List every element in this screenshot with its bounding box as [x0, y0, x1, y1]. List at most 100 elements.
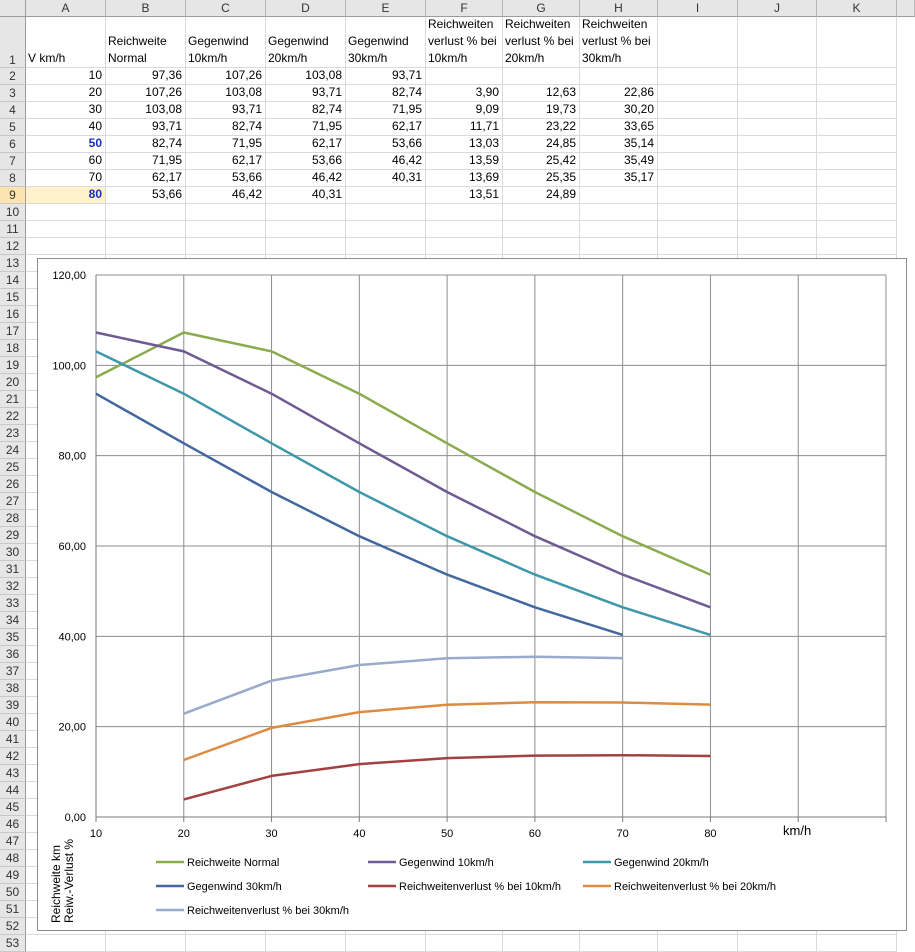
cell-d4[interactable]: 82,74 — [266, 102, 346, 119]
cell-f3[interactable]: 3,90 — [426, 85, 503, 102]
cell-a10[interactable] — [26, 204, 106, 221]
cell-i1[interactable] — [658, 17, 738, 68]
row-header-30[interactable]: 30 — [0, 544, 26, 561]
cell-i6[interactable] — [658, 136, 738, 153]
row-header-41[interactable]: 41 — [0, 731, 26, 748]
cell-d7[interactable]: 53,66 — [266, 153, 346, 170]
cell-d53[interactable] — [266, 935, 346, 952]
cell-b53[interactable] — [106, 935, 186, 952]
cell-k9[interactable] — [817, 187, 897, 204]
cell-h9[interactable] — [580, 187, 658, 204]
column-header-i[interactable]: I — [658, 0, 738, 17]
cell-d6[interactable]: 62,17 — [266, 136, 346, 153]
cell-c9[interactable]: 46,42 — [186, 187, 266, 204]
cell-h10[interactable] — [580, 204, 658, 221]
row-header-15[interactable]: 15 — [0, 289, 26, 306]
cell-b5[interactable]: 93,71 — [106, 119, 186, 136]
cell-d2[interactable]: 103,08 — [266, 68, 346, 85]
cell-c7[interactable]: 62,17 — [186, 153, 266, 170]
cell-b1[interactable]: Reichweite Normal — [106, 17, 186, 68]
cell-c3[interactable]: 103,08 — [186, 85, 266, 102]
cell-c11[interactable] — [186, 221, 266, 238]
row-header-24[interactable]: 24 — [0, 442, 26, 459]
cell-f12[interactable] — [426, 238, 503, 255]
cell-e53[interactable] — [346, 935, 426, 952]
row-header-51[interactable]: 51 — [0, 901, 26, 918]
cell-e2[interactable]: 93,71 — [346, 68, 426, 85]
cell-k5[interactable] — [817, 119, 897, 136]
cell-k4[interactable] — [817, 102, 897, 119]
cell-i10[interactable] — [658, 204, 738, 221]
cell-g7[interactable]: 25,42 — [503, 153, 580, 170]
cell-g12[interactable] — [503, 238, 580, 255]
row-header-27[interactable]: 27 — [0, 493, 26, 510]
cell-f2[interactable] — [426, 68, 503, 85]
cell-i5[interactable] — [658, 119, 738, 136]
row-header-7[interactable]: 7 — [0, 153, 26, 170]
cell-g8[interactable]: 25,35 — [503, 170, 580, 187]
cell-c53[interactable] — [186, 935, 266, 952]
row-header-3[interactable]: 3 — [0, 85, 26, 102]
row-header-45[interactable]: 45 — [0, 799, 26, 816]
row-header-44[interactable]: 44 — [0, 782, 26, 799]
cell-g11[interactable] — [503, 221, 580, 238]
column-header-f[interactable]: F — [426, 0, 503, 17]
cell-i8[interactable] — [658, 170, 738, 187]
cell-e11[interactable] — [346, 221, 426, 238]
cell-a6[interactable]: 50 — [26, 136, 106, 153]
cell-e9[interactable] — [346, 187, 426, 204]
cell-c8[interactable]: 53,66 — [186, 170, 266, 187]
cell-a11[interactable] — [26, 221, 106, 238]
cell-a53[interactable] — [26, 935, 106, 952]
cell-a3[interactable]: 20 — [26, 85, 106, 102]
cell-c6[interactable]: 71,95 — [186, 136, 266, 153]
cell-d5[interactable]: 71,95 — [266, 119, 346, 136]
select-all-corner[interactable] — [0, 0, 26, 17]
cell-a7[interactable]: 60 — [26, 153, 106, 170]
cell-a2[interactable]: 10 — [26, 68, 106, 85]
cell-j4[interactable] — [738, 102, 817, 119]
cell-b4[interactable]: 103,08 — [106, 102, 186, 119]
cell-e3[interactable]: 82,74 — [346, 85, 426, 102]
row-header-4[interactable]: 4 — [0, 102, 26, 119]
cell-e4[interactable]: 71,95 — [346, 102, 426, 119]
cell-a9[interactable]: 80 — [26, 187, 106, 204]
cell-c10[interactable] — [186, 204, 266, 221]
cell-b3[interactable]: 107,26 — [106, 85, 186, 102]
cell-g5[interactable]: 23,22 — [503, 119, 580, 136]
column-header-a[interactable]: A — [26, 0, 106, 17]
line-chart[interactable]: 0,00 20,00 40,00 60,00 80,00 100,00 120,00 10 20… — [37, 258, 907, 931]
cell-j5[interactable] — [738, 119, 817, 136]
column-header-j[interactable]: J — [738, 0, 817, 17]
cell-h3[interactable]: 22,86 — [580, 85, 658, 102]
cell-k6[interactable] — [817, 136, 897, 153]
cell-h2[interactable] — [580, 68, 658, 85]
cell-h8[interactable]: 35,17 — [580, 170, 658, 187]
cell-c4[interactable]: 93,71 — [186, 102, 266, 119]
cell-i3[interactable] — [658, 85, 738, 102]
row-header-5[interactable]: 5 — [0, 119, 26, 136]
row-header-21[interactable]: 21 — [0, 391, 26, 408]
cell-j53[interactable] — [738, 935, 817, 952]
cell-j11[interactable] — [738, 221, 817, 238]
cell-h4[interactable]: 30,20 — [580, 102, 658, 119]
cell-f5[interactable]: 11,71 — [426, 119, 503, 136]
cell-h6[interactable]: 35,14 — [580, 136, 658, 153]
row-header-48[interactable]: 48 — [0, 850, 26, 867]
cell-j6[interactable] — [738, 136, 817, 153]
cell-a12[interactable] — [26, 238, 106, 255]
row-header-32[interactable]: 32 — [0, 578, 26, 595]
row-header-36[interactable]: 36 — [0, 646, 26, 663]
cell-g2[interactable] — [503, 68, 580, 85]
cell-a4[interactable]: 30 — [26, 102, 106, 119]
row-header-31[interactable]: 31 — [0, 561, 26, 578]
cell-i9[interactable] — [658, 187, 738, 204]
cell-g4[interactable]: 19,73 — [503, 102, 580, 119]
cell-e8[interactable]: 40,31 — [346, 170, 426, 187]
cell-e5[interactable]: 62,17 — [346, 119, 426, 136]
row-header-1[interactable]: 1 — [0, 17, 26, 68]
column-header-c[interactable]: C — [186, 0, 266, 17]
column-header-g[interactable]: G — [503, 0, 580, 17]
row-header-6[interactable]: 6 — [0, 136, 26, 153]
row-header-14[interactable]: 14 — [0, 272, 26, 289]
